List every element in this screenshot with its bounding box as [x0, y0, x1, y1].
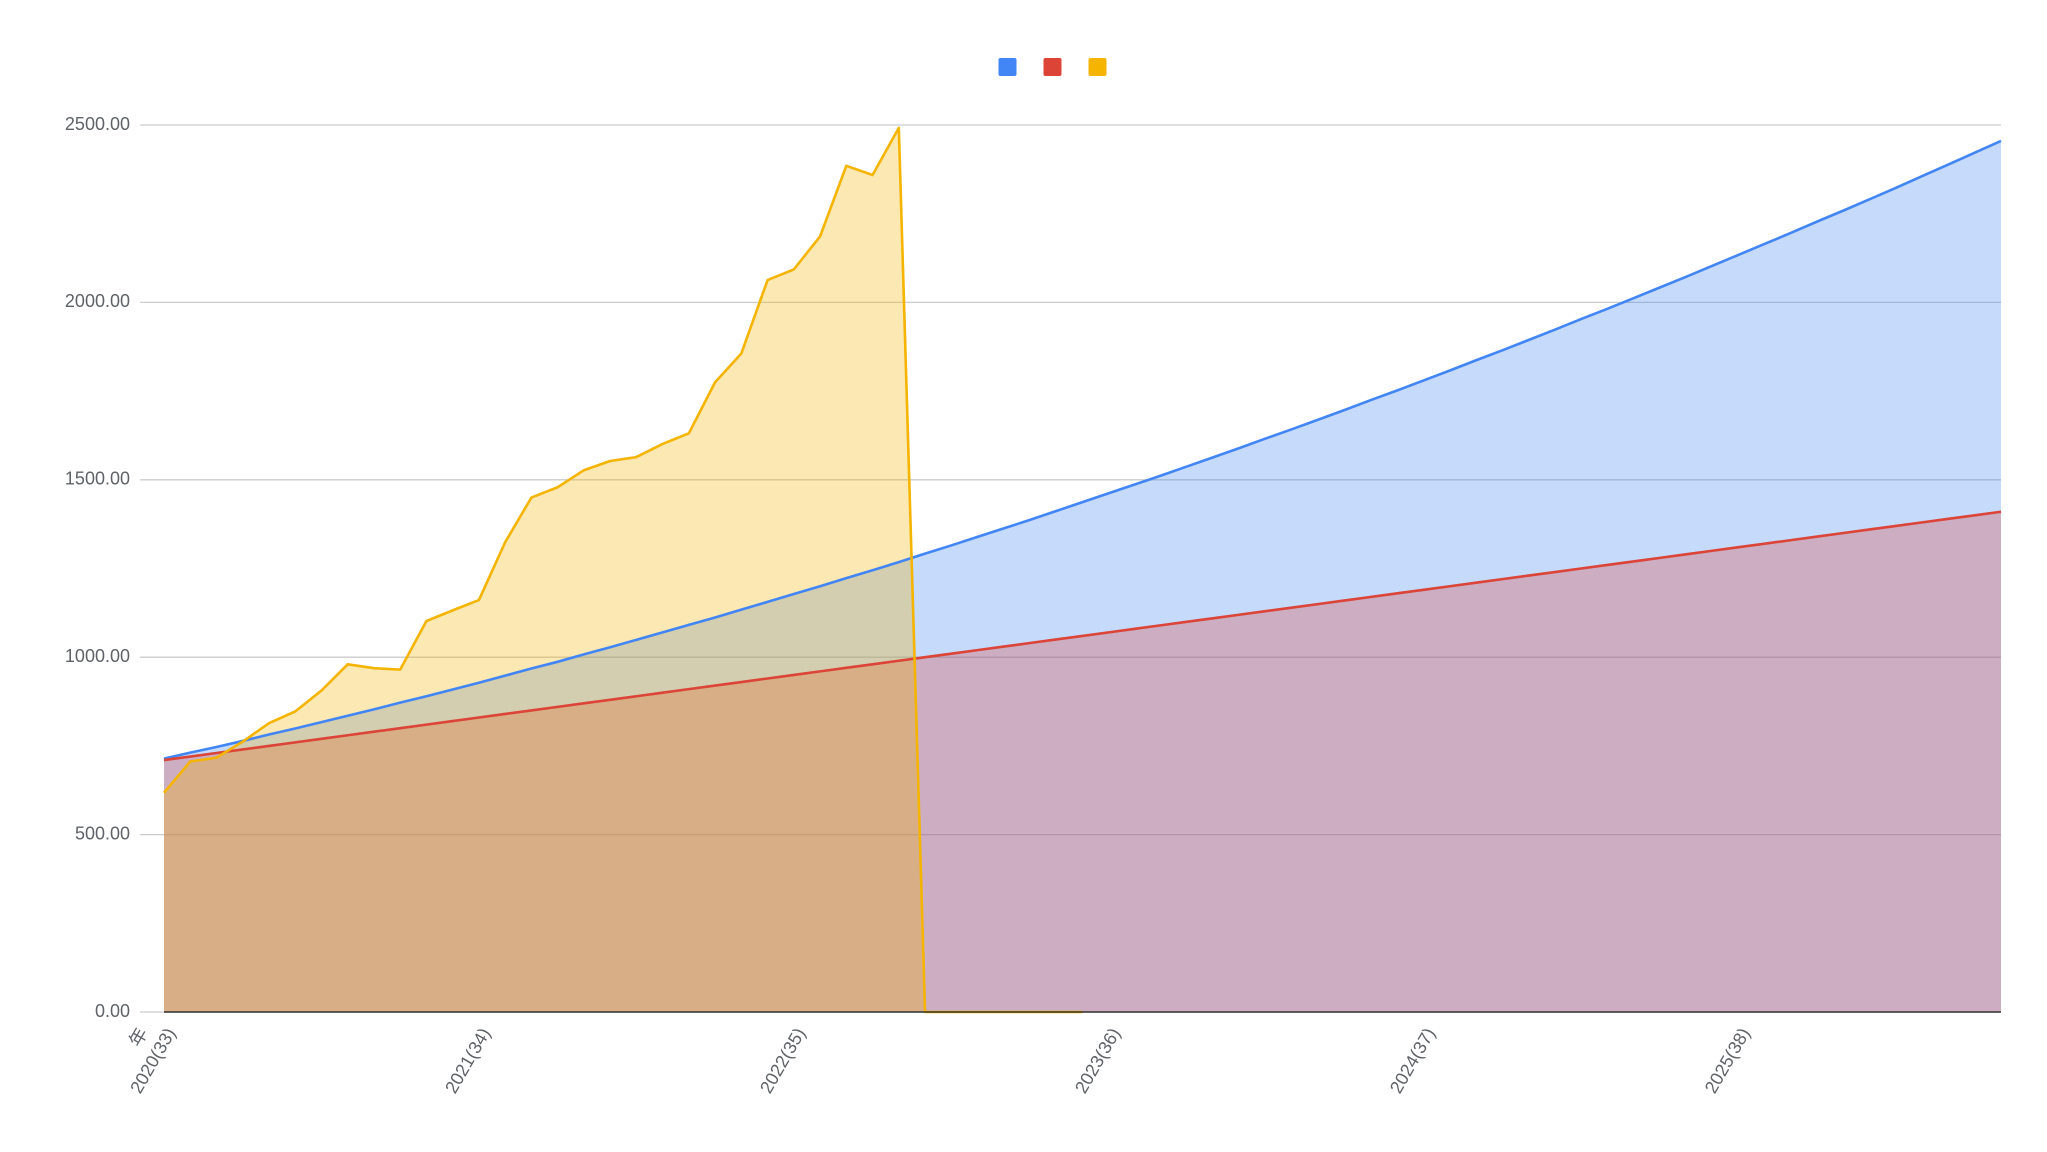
- x-tick-label: 2022(35): [756, 1024, 809, 1096]
- area-fill: [164, 511, 2001, 1012]
- series-line: [163, 139, 2002, 760]
- area-fill: [164, 127, 1083, 1013]
- x-tick-label: 2025(38): [1701, 1024, 1754, 1096]
- y-tick-label: 0.00: [95, 1001, 130, 1021]
- legend-swatch: [998, 58, 1017, 76]
- y-tick-label: 1000.00: [65, 646, 130, 666]
- x-axis-title: 年: [125, 1024, 151, 1050]
- series-line: [163, 510, 2002, 762]
- y-tick-label: 2000.00: [65, 291, 130, 311]
- x-tick-label: 2021(34): [441, 1024, 494, 1096]
- y-tick-label: 1500.00: [65, 469, 130, 489]
- legend-swatch: [1088, 58, 1107, 76]
- legend-swatch: [1043, 58, 1062, 76]
- x-tick-label: 2023(36): [1071, 1024, 1124, 1096]
- y-tick-label: 500.00: [75, 823, 130, 843]
- area-fill: [164, 140, 2001, 1012]
- x-tick-label: 2024(37): [1386, 1024, 1439, 1096]
- y-tick-label: 2500.00: [65, 114, 130, 134]
